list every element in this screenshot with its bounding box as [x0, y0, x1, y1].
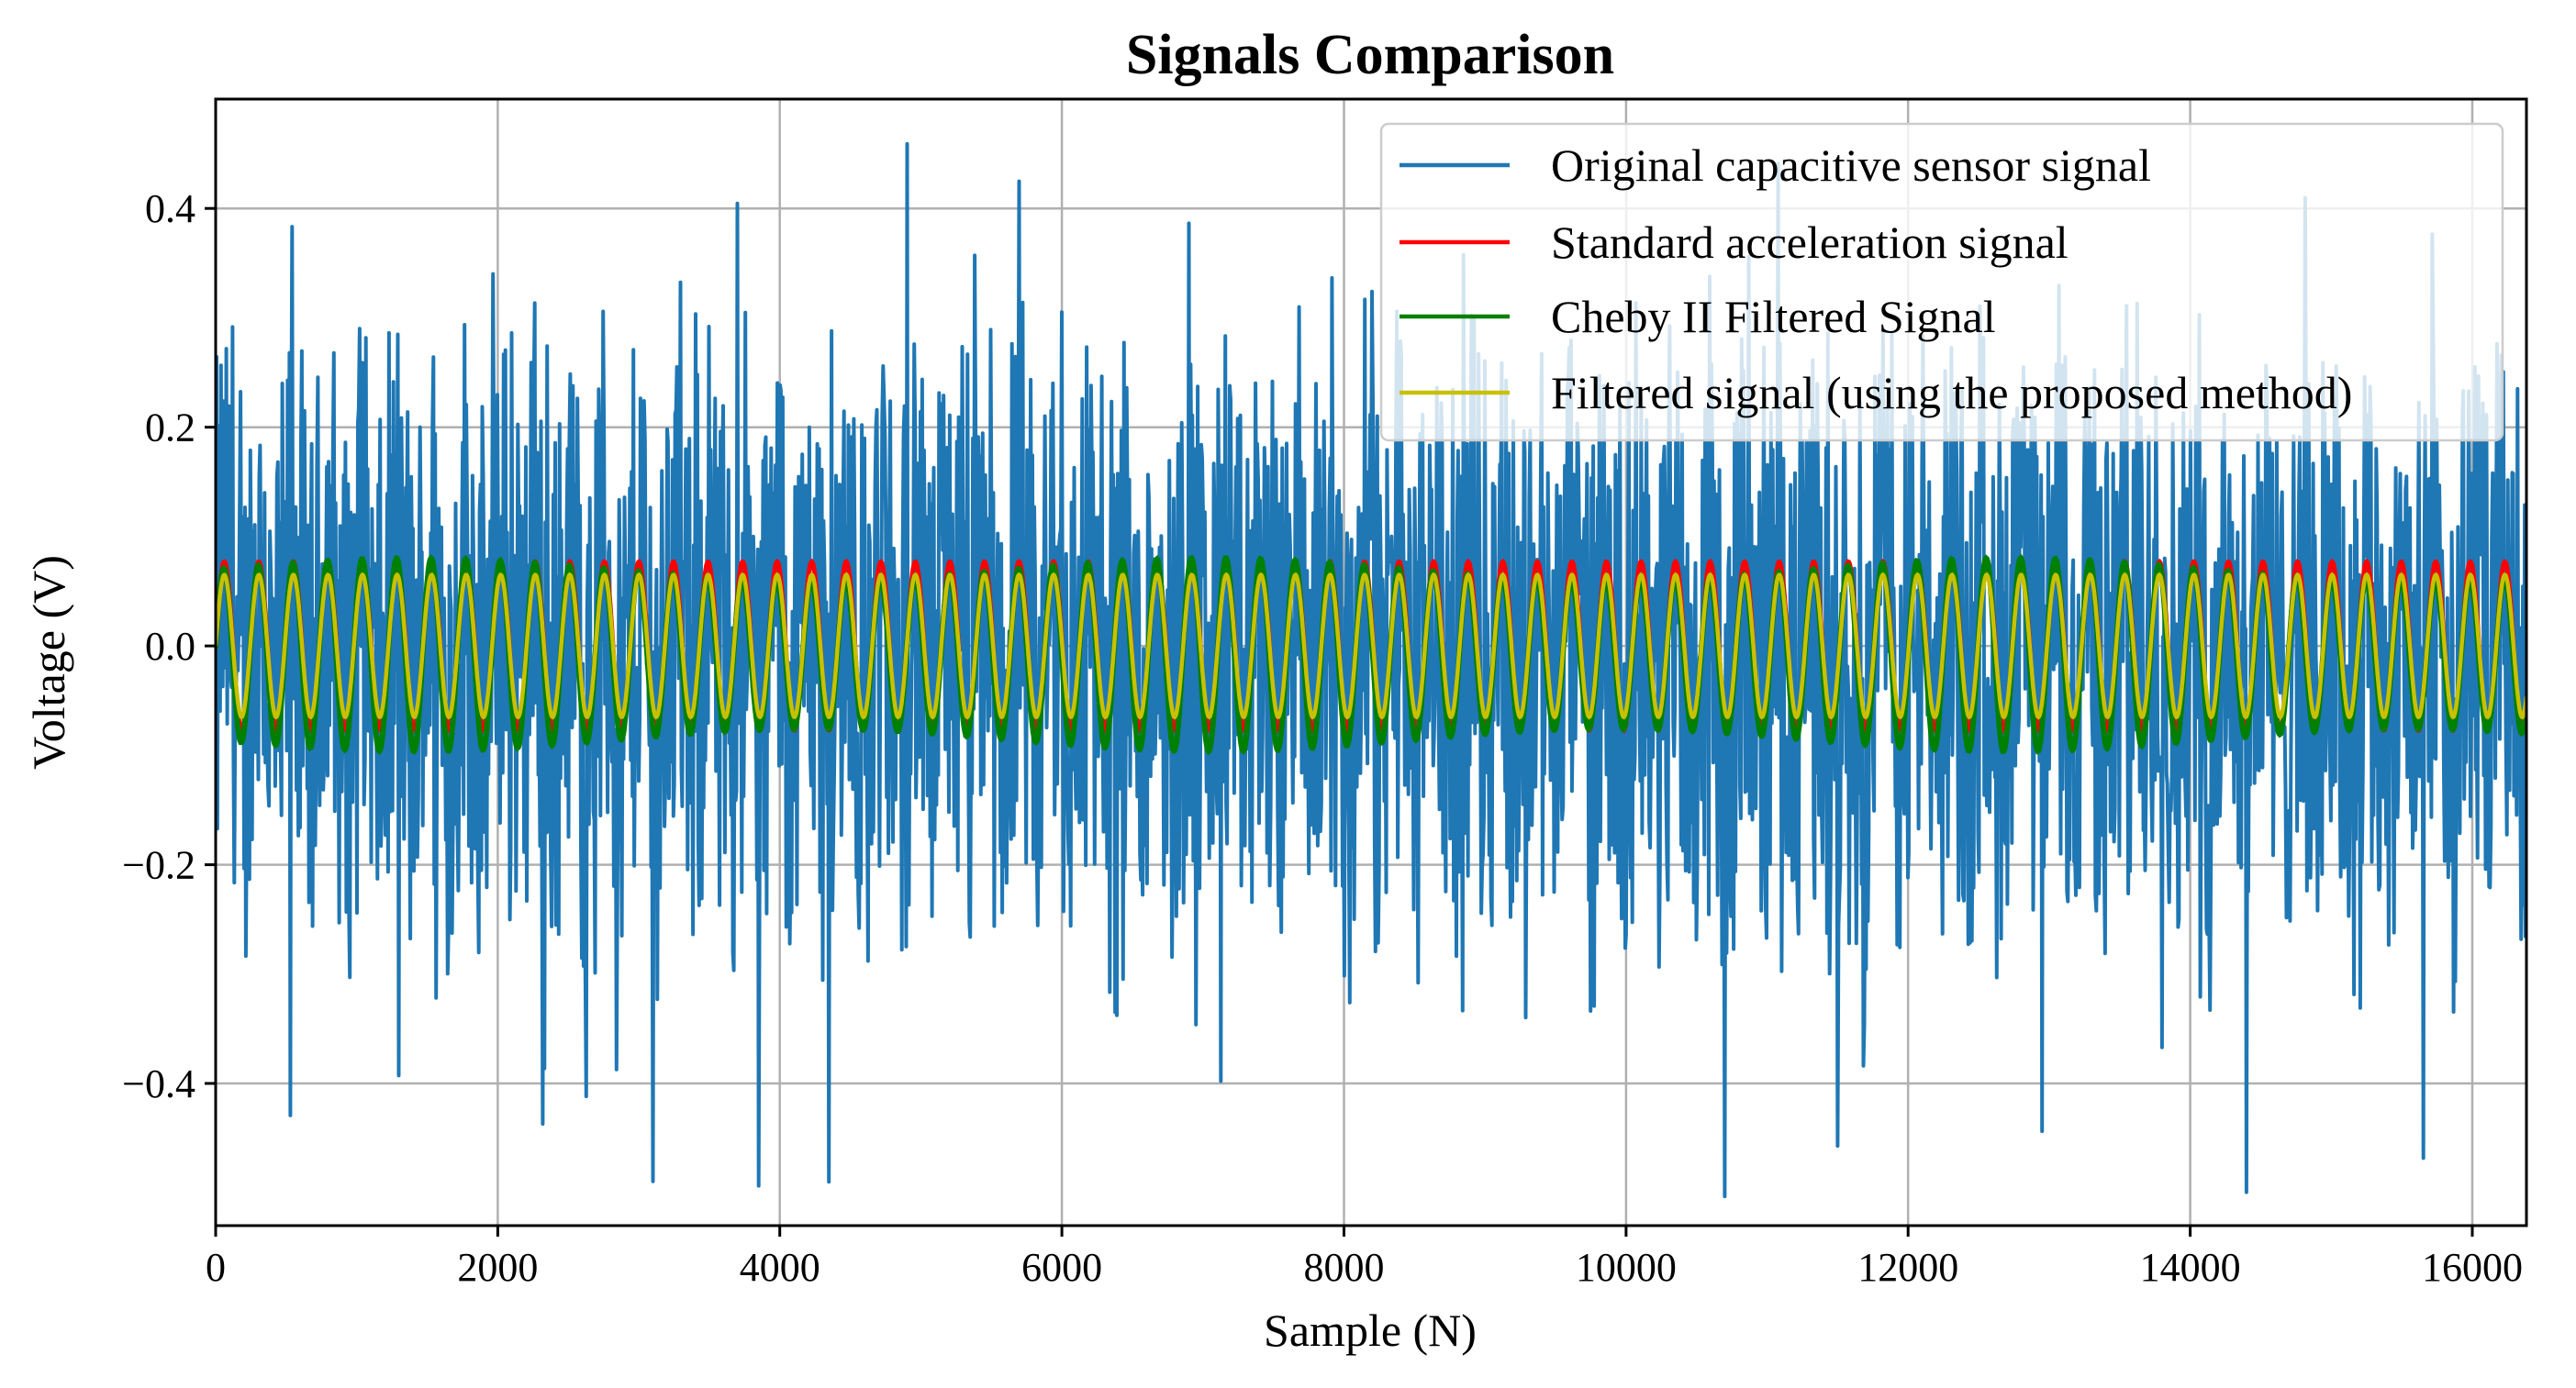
y-tick-label: 0.0 — [145, 624, 195, 669]
legend-box — [1379, 122, 2504, 442]
x-tick-label: 16000 — [2422, 1245, 2523, 1290]
axis-ticks: 0 2000 4000 6000 8000 10000 12000 14000 16000 0.4… — [122, 186, 2523, 1290]
series-line-proposed — [216, 572, 2526, 720]
y-axis-label: Voltage (V) — [23, 555, 74, 770]
series-line-original — [216, 141, 2526, 1199]
x-tick-label: 14000 — [2140, 1245, 2241, 1290]
legend-label-original: Original capacitive sensor signal — [1551, 139, 2151, 191]
x-tick-label: 4000 — [740, 1245, 820, 1290]
chart-title: Signals Comparison — [1126, 24, 1614, 86]
x-tick-label: 10000 — [1576, 1245, 1677, 1290]
legend: Original capacitive sensor signal Standa… — [1379, 122, 2504, 442]
legend-label-proposed: Filtered signal (using the proposed meth… — [1551, 367, 2352, 418]
x-axis-label: Sample (N) — [1264, 1305, 1477, 1356]
y-tick-label: −0.4 — [122, 1061, 195, 1106]
y-tick-label: −0.2 — [122, 843, 195, 888]
legend-label-cheby: Cheby II Filtered Signal — [1551, 291, 1996, 342]
plot-frame — [214, 97, 2528, 1227]
x-tick-label: 12000 — [1857, 1245, 1958, 1290]
series-lines — [216, 141, 2526, 1199]
y-tick-label: 0.2 — [145, 405, 195, 450]
y-tick-label: 0.4 — [145, 186, 195, 231]
x-tick-label: 0 — [206, 1245, 226, 1290]
x-tick-label: 8000 — [1304, 1245, 1385, 1290]
legend-label-standard: Standard acceleration signal — [1551, 217, 2069, 268]
x-tick-label: 2000 — [457, 1245, 538, 1290]
x-tick-label: 6000 — [1021, 1245, 1102, 1290]
